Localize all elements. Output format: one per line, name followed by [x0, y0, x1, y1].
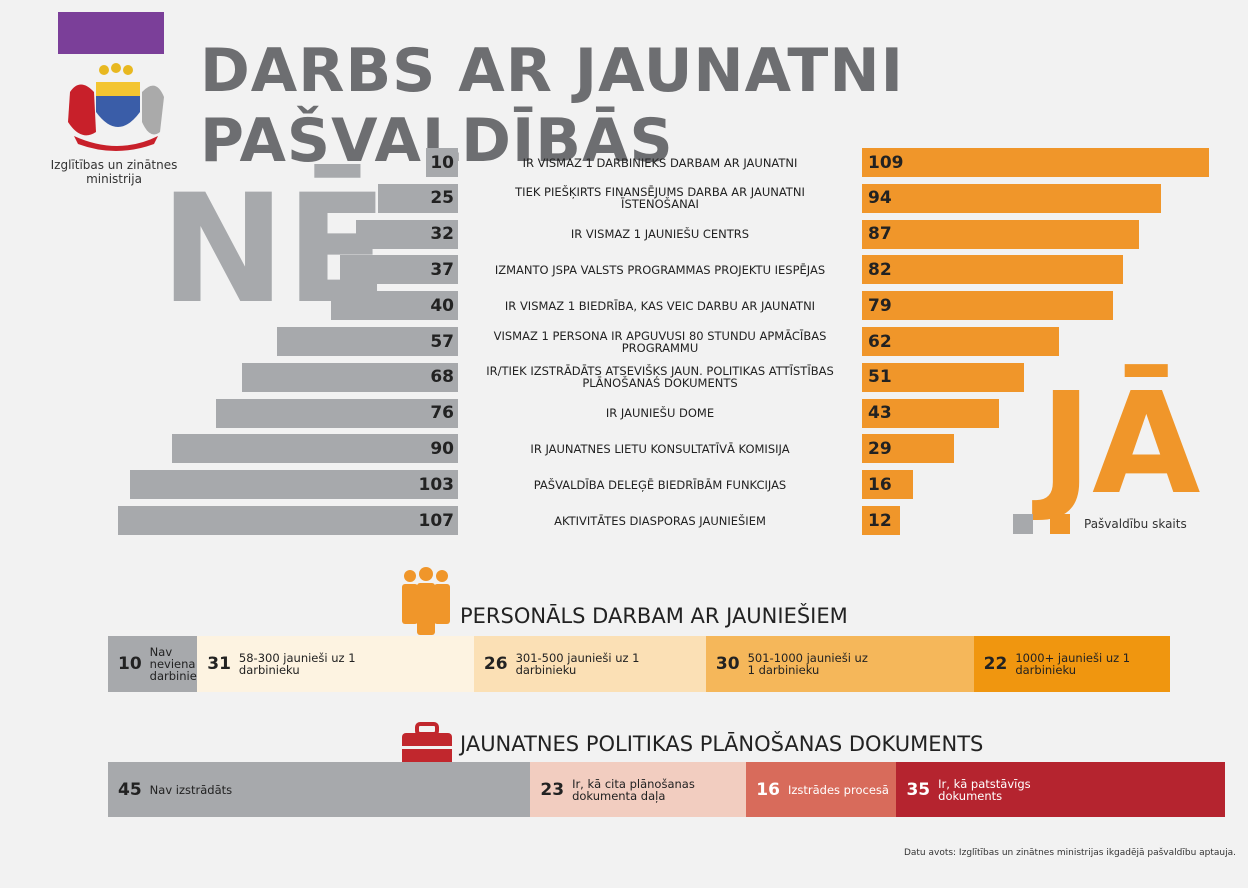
source: Datu avots: Izglītības un zinātnes minis… — [903, 848, 1236, 858]
segment-label: Izstrādes procesā — [787, 782, 889, 797]
segment-value: 31 — [207, 654, 231, 674]
legend-swatch — [1013, 514, 1033, 534]
segment-label: Nav neviena darbinieka — [149, 645, 198, 683]
bar — [117, 506, 458, 535]
bar-segment: 30 501-1000 jaunieši uz 1 darbinieku — [705, 636, 974, 692]
section-title: PERSONĀLS DARBAM AR JAUNIEŠIEM — [460, 604, 848, 628]
bar-segment: 35 Ir, kā patstāvīgs dokuments — [896, 762, 1225, 817]
bar — [862, 362, 1025, 392]
bar — [862, 148, 1209, 177]
title: DARBS AR JAUNATNI PAŠVALDĪBĀS — [200, 36, 904, 176]
value-label: 107 — [418, 510, 455, 531]
bar — [862, 398, 999, 428]
logo-line: Izglītības un zinātnes — [50, 158, 178, 172]
segment-value: 16 — [756, 779, 780, 800]
bar — [378, 183, 458, 213]
segment-value: 26 — [483, 654, 508, 674]
bar — [340, 255, 458, 285]
category-label: IR JAUNIEŠU DOME — [605, 406, 715, 421]
bar — [862, 219, 1139, 249]
bar-segment: 45 Nav izstrādāts — [108, 762, 531, 817]
bar — [426, 148, 458, 177]
value-label: 10 — [430, 152, 454, 173]
legend-label: Pašvaldību skaits — [1084, 517, 1187, 531]
category-label: PAŠVALDĪBA DELEĢĒ BIEDRĪBĀM FUNKCIJAS — [533, 477, 787, 492]
value-label: 76 — [430, 403, 454, 424]
value-label: 94 — [868, 188, 892, 209]
bar — [216, 398, 458, 428]
segment-value: 22 — [983, 654, 1008, 674]
category-label: AKTIVITĀTES DIASPORAS JAUNIEŠIEM — [554, 513, 766, 528]
section-title: JAUNATNES POLITIKAS PLĀNOŠANAS DOKUMENTS — [460, 732, 984, 756]
coat-of-arms — [68, 63, 164, 151]
bar — [276, 327, 458, 356]
value-label: 12 — [868, 510, 892, 531]
segment-value: 45 — [118, 779, 142, 800]
segment-label: Nav izstrādāts — [149, 782, 233, 797]
value-label: 57 — [430, 331, 454, 352]
value-label: 79 — [868, 295, 892, 316]
bar — [862, 255, 1123, 285]
segment-value: 10 — [118, 654, 142, 674]
segment-label: Ir, kā cita plānošanas dokumenta daļa — [572, 776, 695, 803]
category-label: IR JAUNATNES LIETU KONSULTATĪVĀ KOMISIJA — [530, 441, 790, 456]
value-label: 103 — [418, 474, 455, 495]
value-label: 90 — [430, 438, 454, 459]
bar — [862, 291, 1114, 321]
bar-segment: 22 1000+ jaunieši uz 1 darbinieku — [973, 636, 1170, 692]
bar — [862, 470, 913, 500]
category-label: TIEK PIEŠĶIRTS FINANSĒJUMS DARBA AR JAUN… — [515, 185, 805, 212]
value-label: 87 — [868, 224, 892, 245]
segment-label: 1000+ jaunieši uz 1 darbinieku — [1015, 651, 1131, 677]
bar — [171, 434, 458, 464]
bar — [862, 327, 1060, 356]
value-label: 40 — [430, 295, 454, 316]
value-label: 68 — [430, 367, 454, 388]
bar — [330, 291, 458, 321]
bar — [356, 219, 458, 249]
segment-label: 501-1000 jaunieši uz 1 darbinieku — [747, 651, 868, 677]
category-label: IR VISMAZ 1 DARBINIEKS DARBAM AR JAUNATN… — [522, 155, 798, 170]
value-label: 16 — [868, 474, 892, 495]
segment-value: 30 — [715, 654, 740, 674]
category-label: VISMAZ 1 PERSONA IR APGUVUSI 80 STUNDU A… — [493, 328, 827, 355]
value-label: 43 — [868, 403, 892, 424]
segment-value: 35 — [906, 779, 931, 800]
legend-swatch — [1050, 514, 1070, 534]
value-label: 109 — [868, 152, 904, 173]
logo-bar — [58, 12, 164, 54]
bar — [862, 183, 1162, 213]
value-label: 25 — [430, 188, 454, 209]
segment-label: 58-300 jaunieši uz 1 darbinieku — [238, 651, 356, 677]
category-label: IR VISMAZ 1 JAUNIEŠU CENTRS — [570, 227, 750, 242]
people-icon — [402, 567, 450, 635]
category-label: IR VISMAZ 1 BIEDRĪBA, KAS VEIC DARBU AR … — [504, 298, 816, 313]
category-label: IR/TIEK IZSTRĀDĀTS ATSEVIŠĶS JAUN. POLIT… — [486, 364, 834, 391]
logo-line: ministrija — [86, 172, 142, 186]
value-label: 32 — [430, 224, 454, 245]
series-label: JĀ — [1040, 363, 1201, 526]
bar-segment: 16 Izstrādes procesā — [746, 762, 897, 817]
value-label: 51 — [868, 367, 892, 388]
logo-text: Izglītības un zinātnes ministrija — [30, 158, 198, 186]
value-label: 62 — [868, 331, 892, 352]
briefcase-icon — [402, 722, 452, 768]
value-label: 82 — [868, 259, 892, 280]
bar — [241, 362, 458, 392]
bar-segment: 10 Nav neviena darbinieka — [108, 636, 198, 692]
segment-value: 23 — [540, 779, 565, 800]
segment-label: Ir, kā patstāvīgs dokuments — [938, 776, 1031, 803]
category-label: IZMANTO JSPA VALSTS PROGRAMMAS PROJEKTU … — [494, 262, 826, 277]
bar-segment: 26 301-500 jaunieši uz 1 darbinieku — [473, 636, 706, 692]
bar-segment: 23 Ir, kā cita plānošanas dokumenta daļa — [530, 762, 747, 817]
segment-label: 301-500 jaunieši uz 1 darbinieku — [515, 651, 640, 677]
value-label: 37 — [430, 259, 454, 280]
bar-segment: 31 58-300 jaunieši uz 1 darbinieku — [197, 636, 474, 692]
bar — [862, 506, 901, 535]
bar — [862, 434, 955, 464]
value-label: 29 — [868, 438, 892, 459]
bar — [130, 470, 458, 500]
